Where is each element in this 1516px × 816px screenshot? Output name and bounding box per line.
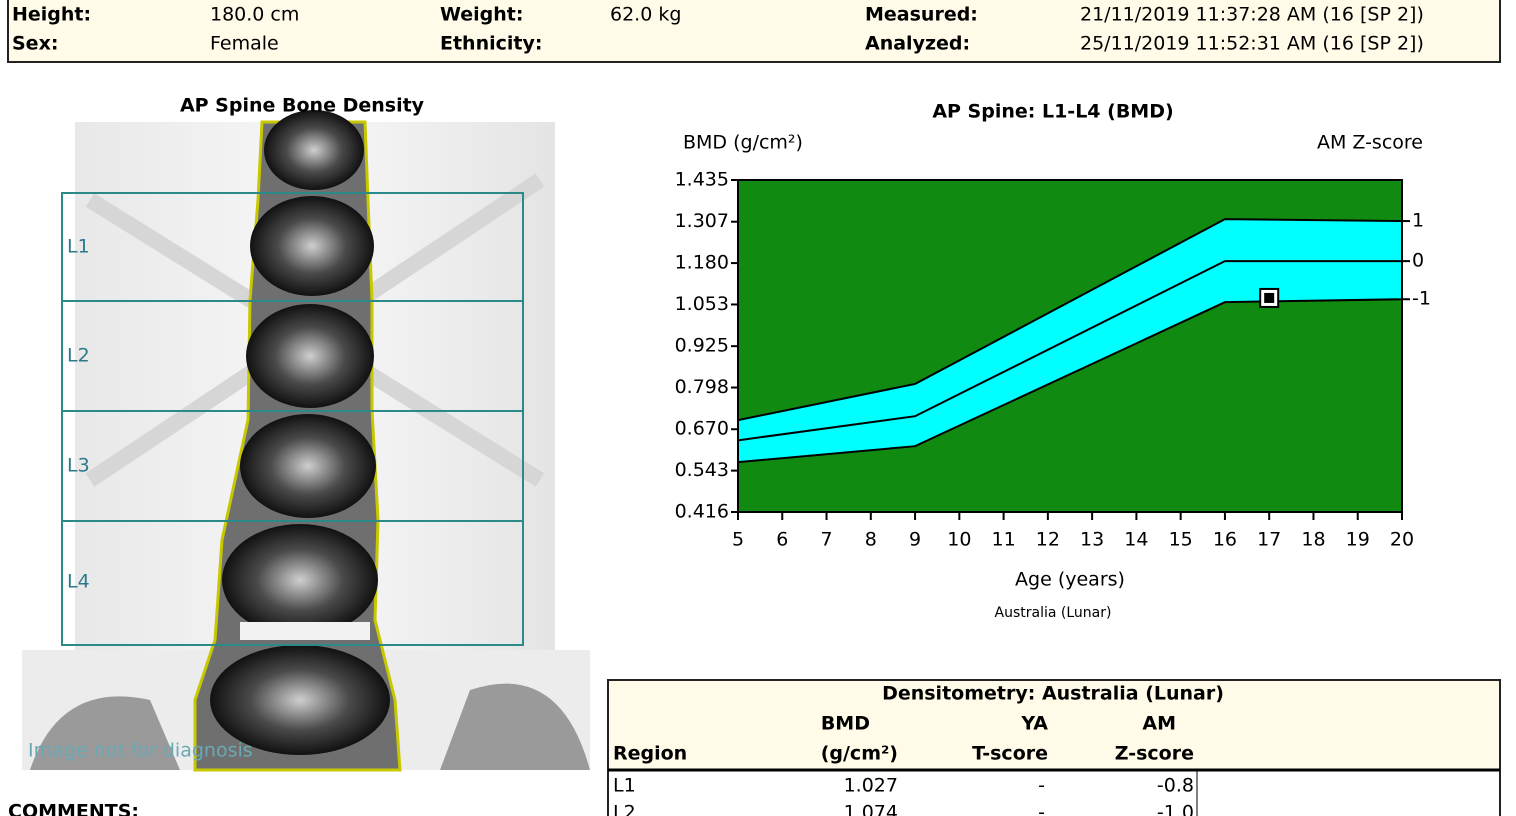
column-header: YA [1020, 713, 1048, 735]
column-header: Region [613, 743, 687, 765]
z-score-label: 1 [1412, 210, 1424, 232]
normal-band [738, 219, 1402, 463]
watermark: Image not for diagnosis [28, 740, 253, 762]
y-tick-label: 0.798 [675, 376, 729, 398]
x-tick-label: 12 [1036, 529, 1060, 551]
table-cell: -0.8 [1157, 775, 1194, 797]
column-header: (g/cm²) [821, 743, 898, 765]
x-tick-label: 14 [1124, 529, 1148, 551]
x-tick-label: 20 [1390, 529, 1414, 551]
x-tick-label: 10 [947, 529, 971, 551]
x-axis-label: Age (years) [1015, 569, 1125, 591]
y-axis-label: BMD (g/cm²) [683, 132, 803, 154]
column-header: BMD [821, 713, 870, 735]
region-label: L3 [67, 455, 90, 477]
table-cell: L1 [613, 775, 636, 797]
z-score-line [737, 298, 1403, 464]
x-tick-label: 5 [732, 529, 744, 551]
header-box [7, 0, 1501, 63]
y-tick-label: 1.435 [675, 169, 729, 191]
field-label: Analyzed: [865, 33, 970, 55]
y-tick-label: 1.053 [675, 293, 729, 315]
x-tick-label: 6 [776, 529, 788, 551]
x-tick-label: 17 [1257, 529, 1281, 551]
field-value: 25/11/2019 11:52:31 AM (16 [SP 2]) [1080, 33, 1424, 55]
z-score-line [737, 260, 1402, 442]
x-tick-label: 15 [1169, 529, 1193, 551]
table-cell: - [1038, 802, 1045, 816]
y-tick-label: 1.180 [675, 252, 729, 274]
field-label: Sex: [12, 33, 58, 55]
z-score-label: -1 [1412, 288, 1431, 310]
x-tick-label: 11 [992, 529, 1016, 551]
x-tick-label: 7 [820, 529, 832, 551]
y-tick-label: 0.543 [675, 459, 729, 481]
table-cell: 1.074 [844, 802, 898, 816]
table-body [609, 770, 1499, 816]
field-value: 21/11/2019 11:37:28 AM (16 [SP 2]) [1080, 4, 1424, 26]
spine-image [22, 110, 590, 772]
chart-title: AP Spine: L1-L4 (BMD) [932, 101, 1173, 123]
x-tick-label: 19 [1346, 529, 1370, 551]
x-tick-label: 18 [1301, 529, 1325, 551]
image-title: AP Spine Bone Density [180, 95, 425, 117]
table-cell: L2 [613, 802, 636, 816]
y-tick-label: 0.416 [675, 501, 729, 523]
field-label: Weight: [440, 4, 524, 26]
y2-axis-label: AM Z-score [1317, 132, 1423, 154]
z-score-label: 0 [1412, 250, 1424, 272]
y-tick-label: 1.307 [675, 210, 729, 232]
field-value: Female [210, 33, 279, 55]
region-label: L2 [67, 345, 90, 367]
x-tick-label: 13 [1080, 529, 1104, 551]
comments-label: COMMENTS: [8, 801, 139, 816]
region-label: L4 [67, 571, 90, 593]
field-value: 180.0 cm [210, 4, 299, 26]
x-tick-label: 16 [1213, 529, 1237, 551]
field-label: Height: [12, 4, 91, 26]
field-label: Ethnicity: [440, 33, 542, 55]
column-header: T-score [972, 743, 1048, 765]
patient-marker-core [1264, 292, 1275, 303]
table-cell: - [1038, 775, 1045, 797]
field-label: Measured: [865, 4, 978, 26]
x-tick-label: 8 [865, 529, 877, 551]
region-label: L1 [67, 236, 90, 258]
field-value: 62.0 kg [610, 4, 681, 26]
column-header: Z-score [1115, 743, 1194, 765]
y-tick-label: 0.925 [675, 335, 729, 357]
z-score-line [737, 218, 1403, 422]
chart-subtitle: Australia (Lunar) [995, 605, 1112, 621]
column-header: AM [1142, 713, 1176, 735]
y-tick-label: 0.670 [675, 418, 729, 440]
table-cell: -1.0 [1157, 802, 1194, 816]
table-cell: 1.027 [844, 775, 898, 797]
table-title: Densitometry: Australia (Lunar) [882, 683, 1224, 705]
x-tick-label: 9 [909, 529, 921, 551]
